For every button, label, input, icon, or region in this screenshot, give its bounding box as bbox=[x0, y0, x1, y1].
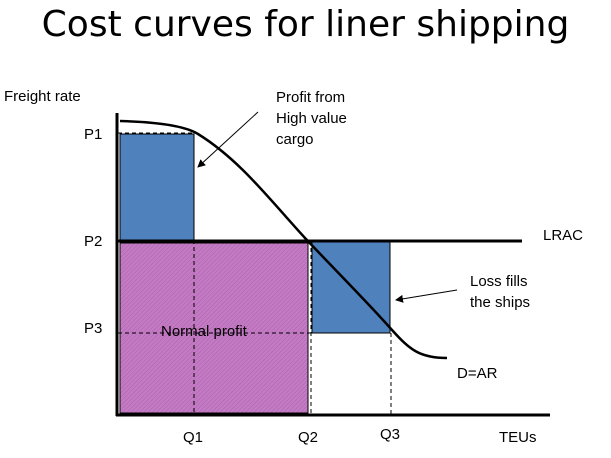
y-axis-label: Freight rate bbox=[4, 88, 81, 105]
y-tick-p3: P3 bbox=[84, 320, 103, 337]
high-value-profit-region bbox=[119, 133, 195, 241]
high-value-annotation-line3: cargo bbox=[276, 131, 314, 148]
x-tick-q1: Q1 bbox=[183, 429, 204, 446]
high-value-annotation-line1: Profit from bbox=[276, 89, 346, 106]
x-tick-q2: Q2 bbox=[298, 429, 319, 446]
page-title: Cost curves for liner shipping bbox=[41, 4, 570, 45]
loss-arrow bbox=[395, 289, 458, 303]
y-tick-p2: P2 bbox=[84, 233, 103, 250]
loss-annotation-line2: the ships bbox=[470, 294, 531, 311]
high-value-arrow bbox=[197, 111, 259, 168]
demand-curve bbox=[119, 119, 448, 360]
loss-annotation-line1: Loss fills bbox=[470, 273, 528, 290]
x-tick-q3: Q3 bbox=[380, 426, 401, 443]
guide-lines bbox=[118, 132, 392, 414]
high-value-annotation-line2: High value bbox=[276, 110, 347, 127]
normal-profit-label: Normal profit bbox=[161, 323, 247, 340]
normal-profit-region bbox=[119, 242, 309, 414]
y-tick-p1: P1 bbox=[84, 126, 103, 143]
x-axis-label: TEUs bbox=[499, 429, 537, 446]
lrac-label: LRAC bbox=[543, 227, 584, 244]
demand-label: D=AR bbox=[457, 365, 498, 382]
